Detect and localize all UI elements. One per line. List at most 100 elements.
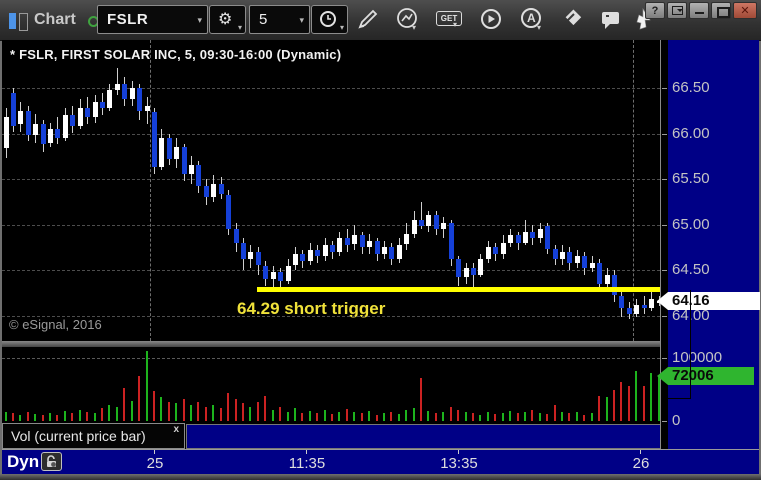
candle-body xyxy=(404,233,410,245)
axis-tick xyxy=(662,315,667,317)
volume-bar xyxy=(108,404,111,421)
axis-tick xyxy=(662,133,667,135)
candle-body xyxy=(396,244,402,260)
auto-trade-button[interactable]: A ▾ xyxy=(519,7,547,33)
candle-body xyxy=(545,226,551,250)
volume-bar xyxy=(264,395,267,421)
price-axis-label: 66.50 xyxy=(672,79,710,96)
volume-bar xyxy=(457,409,460,421)
volume-bar xyxy=(368,410,371,421)
candle-body xyxy=(174,147,180,159)
candle-body xyxy=(240,242,246,260)
volume-bar xyxy=(175,403,178,421)
candle-body xyxy=(641,304,647,309)
volume-axis-label: 0 xyxy=(672,412,681,429)
axis-tick xyxy=(662,179,667,180)
candle-body xyxy=(448,222,454,260)
volume-bar xyxy=(553,405,556,421)
candle-body xyxy=(589,262,595,269)
candle-body xyxy=(597,262,603,284)
copyright-label: © eSignal, 2016 xyxy=(9,317,102,332)
chevron-down-icon[interactable]: ▾ xyxy=(197,15,202,25)
time-template-button[interactable]: ▾ xyxy=(311,5,348,34)
price-axis[interactable]: 64.16 72006 66.5066.0065.5065.0064.5064.… xyxy=(657,40,760,449)
dock-button[interactable] xyxy=(667,2,687,19)
chevron-down-icon: ▾ xyxy=(339,23,344,32)
candle-body xyxy=(122,83,128,99)
candle-body xyxy=(233,229,239,243)
close-button[interactable]: ✕ xyxy=(733,2,757,19)
auto-a-icon xyxy=(521,8,541,28)
short-trigger-label: 64.29 short trigger xyxy=(237,299,386,318)
candle-body xyxy=(649,299,654,309)
axis-tick xyxy=(662,421,667,422)
volume-bar xyxy=(605,397,608,421)
candle-body xyxy=(189,165,194,175)
time-axis[interactable]: Dyn 25 11:35 13:35 26 xyxy=(2,449,759,474)
volume-bar xyxy=(479,414,482,421)
play-button[interactable] xyxy=(478,7,506,33)
symbol-settings-button[interactable]: ⚙ ▾ xyxy=(209,5,246,34)
volume-study-tab[interactable]: Vol (current price bar) x xyxy=(2,423,185,449)
minimize-button[interactable] xyxy=(689,2,709,19)
interval-input[interactable]: 5 ▾ xyxy=(249,5,310,34)
volume-bar xyxy=(575,412,578,421)
candle-body xyxy=(374,240,380,254)
get-data-button[interactable]: GET ▾ xyxy=(436,7,464,33)
volume-pane[interactable] xyxy=(2,347,660,421)
candle-body xyxy=(278,271,283,281)
comment-button[interactable] xyxy=(598,7,626,33)
volume-bar xyxy=(472,413,474,421)
time-lock-button[interactable] xyxy=(41,452,62,471)
volume-bar xyxy=(123,388,126,421)
volume-bar xyxy=(256,402,259,421)
window-title: Chart xyxy=(34,11,76,28)
window-border-bottom xyxy=(0,474,761,480)
volume-bar xyxy=(204,407,207,421)
candle-body xyxy=(478,259,484,275)
volume-bar xyxy=(56,414,59,421)
close-tab-icon[interactable]: x xyxy=(173,424,179,435)
volume-bar xyxy=(93,413,96,421)
volume-bar xyxy=(130,400,133,421)
play-icon xyxy=(481,9,501,29)
draw-tool-button[interactable] xyxy=(356,7,384,33)
last-price-value: 64.16 xyxy=(668,292,760,310)
day-separator xyxy=(632,40,634,341)
eraser-button[interactable] xyxy=(559,7,587,33)
candle-body xyxy=(634,304,640,314)
volume-bar xyxy=(78,409,81,421)
volume-bar xyxy=(538,412,541,421)
candle-body xyxy=(419,220,424,227)
axis-connector-line xyxy=(690,290,691,398)
price-chart-pane[interactable]: * FSLR, FIRST SOLAR INC, 5, 09:30-16:00 … xyxy=(2,40,660,341)
trend-tool-button[interactable]: ▾ xyxy=(395,7,423,33)
time-tick xyxy=(306,450,307,454)
pane-divider[interactable] xyxy=(2,341,660,347)
symbol-input[interactable]: FSLR ▾ xyxy=(97,5,208,34)
volume-bar xyxy=(241,403,244,421)
chevron-down-icon: ▾ xyxy=(537,23,542,32)
help-button[interactable]: ? xyxy=(645,2,665,19)
short-trigger-line[interactable] xyxy=(257,287,660,292)
candle-body xyxy=(10,92,16,127)
axis-tick xyxy=(662,88,667,89)
chevron-down-icon[interactable]: ▾ xyxy=(299,15,304,25)
candle-body xyxy=(151,111,157,168)
volume-bar xyxy=(390,411,393,421)
comment-icon xyxy=(602,12,619,29)
get-data-icon: GET xyxy=(436,11,462,26)
maximize-icon xyxy=(717,7,730,18)
candle-body xyxy=(611,274,617,296)
volume-bar xyxy=(583,414,586,421)
day-separator xyxy=(150,40,152,341)
volume-bar xyxy=(464,412,467,421)
candle-body xyxy=(367,240,373,248)
candle-body xyxy=(25,110,31,136)
volume-bar xyxy=(227,392,230,421)
lock-icon xyxy=(47,455,56,467)
volume-bar xyxy=(160,397,163,421)
maximize-button[interactable] xyxy=(711,2,731,19)
volume-bar xyxy=(486,411,489,421)
volume-bar xyxy=(212,404,215,421)
